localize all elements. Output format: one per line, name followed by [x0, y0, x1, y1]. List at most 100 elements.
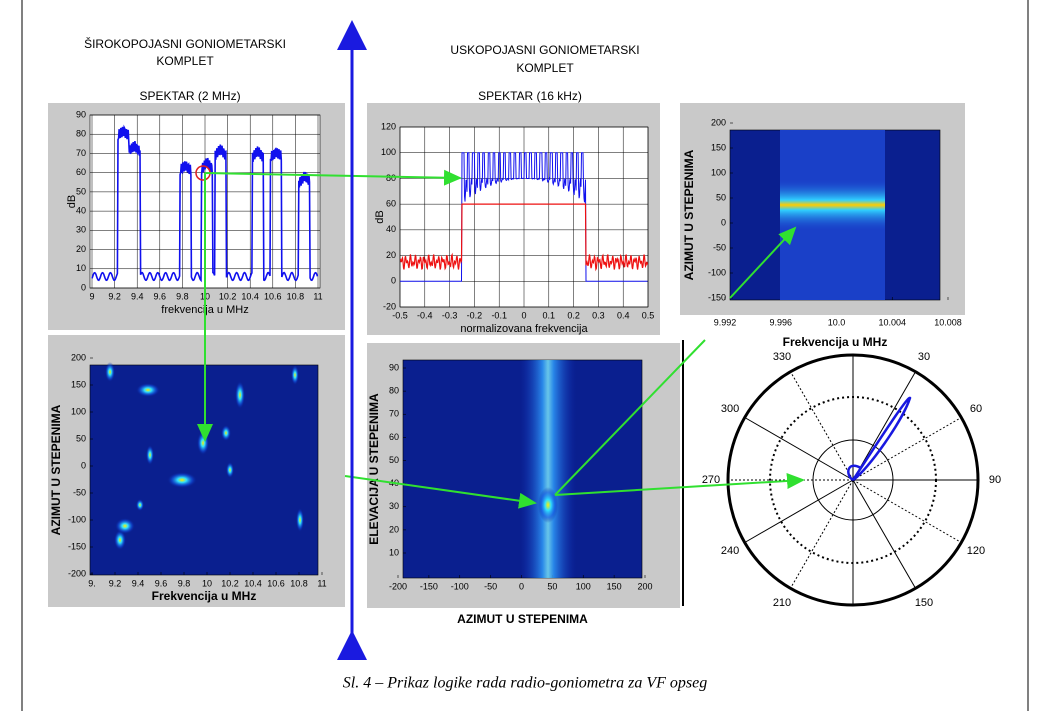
- x-tick-label: 0.2: [567, 310, 580, 320]
- heatmap-blob: [167, 472, 197, 488]
- y-tick-label: 40: [76, 205, 86, 215]
- heatmap-blob: [197, 431, 209, 455]
- polar-angle-label: 210: [773, 597, 791, 609]
- x-tick-label: -0.1: [491, 310, 507, 320]
- x-tick-label: 10.4: [244, 578, 262, 588]
- y-tick-label: 100: [711, 167, 726, 177]
- polar-angle-label: 120: [967, 545, 985, 557]
- polar-angle-label: 30: [918, 351, 930, 363]
- x-axis-label: AZIMUT U STEPENIMA: [457, 612, 588, 626]
- polar-angle-label: 300: [721, 403, 739, 415]
- y-tick-label: 30: [76, 225, 86, 235]
- x-tick-label: -200: [389, 581, 407, 591]
- x-tick-label: 9.4: [131, 291, 144, 301]
- x-tick-label: 10.2: [221, 578, 239, 588]
- y-tick-label: 50: [716, 192, 726, 202]
- y-tick-label: 100: [71, 406, 86, 416]
- polar-spoke: [790, 371, 854, 481]
- heatmap-blob: [136, 383, 160, 397]
- y-tick-label: 150: [71, 379, 86, 389]
- y-axis-label: AZIMUT U STEPENIMA: [49, 404, 63, 535]
- x-tick-label: 0.3: [592, 310, 605, 320]
- x-tick-label: 10.0: [828, 317, 846, 327]
- y-tick-label: 50: [76, 433, 86, 443]
- x-tick-label: -150: [420, 581, 438, 591]
- x-tick-label: -0.2: [467, 310, 483, 320]
- y-tick-label: 0: [81, 282, 86, 292]
- wide-title: ŠIROKOPOJASNI GONIOMETARSKI: [84, 36, 286, 51]
- polar-pattern: [847, 396, 912, 482]
- x-tick-label: -0.4: [417, 310, 433, 320]
- polar-angle-label: 330: [773, 351, 791, 363]
- y-tick-label: 200: [711, 117, 726, 127]
- x-tick-label: 10.8: [287, 291, 305, 301]
- y-tick-label: -20: [383, 301, 396, 311]
- y-tick-label: 90: [76, 109, 86, 119]
- y-axis-label: dB: [374, 210, 386, 223]
- y-tick-label: 120: [381, 121, 396, 131]
- narrow-title: KOMPLET: [516, 61, 574, 75]
- polar-angle-label: 150: [915, 597, 933, 609]
- polar-spoke: [790, 479, 854, 589]
- x-tick-label: 100: [576, 581, 591, 591]
- green-arrow: [554, 472, 805, 496]
- heatmap-blob: [136, 499, 144, 511]
- heatmap-blob: [105, 362, 115, 382]
- polar-angle-label: 60: [970, 403, 982, 415]
- wide-title: KOMPLET: [156, 54, 214, 68]
- x-tick-label: 10.2: [219, 291, 237, 301]
- x-tick-label: -50: [484, 581, 497, 591]
- y-tick-label: 20: [386, 250, 396, 260]
- y-tick-label: 100: [381, 147, 396, 157]
- x-tick-label: 50: [547, 581, 557, 591]
- heatmap-blob: [235, 381, 245, 409]
- y-tick-label: 200: [71, 352, 86, 362]
- y-tick-label: 50: [389, 455, 399, 465]
- x-tick-label: 10.6: [267, 578, 285, 588]
- green-arrow: [554, 228, 795, 496]
- y-tick-label: 80: [76, 129, 86, 139]
- y-axis-label: ELEVACIJA U STEPENIMA: [367, 393, 381, 545]
- y-axis-label: dB: [66, 195, 78, 208]
- x-tick-label: 0: [521, 310, 526, 320]
- heatmap-blob: [296, 508, 304, 532]
- spectrum-line: [399, 203, 649, 272]
- x-tick-label: 10.008: [934, 317, 962, 327]
- green-arrow: [344, 475, 537, 509]
- x-tick-label: -0.5: [392, 310, 408, 320]
- y-tick-label: -100: [68, 514, 86, 524]
- x-tick-label: 200: [637, 581, 652, 591]
- heatmap-blob: [115, 518, 135, 534]
- x-tick-label: 0.1: [543, 310, 556, 320]
- y-tick-label: 60: [76, 167, 86, 177]
- y-tick-label: 40: [386, 224, 396, 234]
- heatmap-band: [780, 180, 885, 230]
- y-tick-label: 0: [721, 217, 726, 227]
- x-tick-label: -100: [451, 581, 469, 591]
- x-axis-label: normalizovana frekvencija: [460, 323, 588, 335]
- x-tick-label: 9.2: [108, 291, 121, 301]
- x-tick-label: 9.6: [154, 291, 167, 301]
- heatmap-column: [520, 360, 576, 578]
- y-tick-label: -200: [68, 568, 86, 578]
- polar-angle-label: 270: [702, 474, 720, 486]
- x-tick-label: 10: [202, 578, 212, 588]
- x-tick-label: 9.8: [178, 578, 191, 588]
- x-tick-label: 10.4: [241, 291, 259, 301]
- tick-strip: [700, 315, 990, 333]
- y-tick-label: 60: [386, 199, 396, 209]
- x-tick-label: 9.996: [769, 317, 792, 327]
- x-axis-label: Frekvencija u MHz: [783, 335, 888, 349]
- y-tick-label: 0: [81, 460, 86, 470]
- spectrum-line: [91, 124, 319, 283]
- polar-spoke: [852, 417, 962, 481]
- x-tick-label: 10.6: [264, 291, 282, 301]
- y-tick-label: -150: [708, 292, 726, 302]
- y-tick-label: -100: [708, 267, 726, 277]
- x-tick-label: 11: [317, 578, 326, 588]
- y-axis-label: AZIMUT U STEPENIMA: [682, 149, 696, 280]
- x-tick-label: 9.4: [132, 578, 145, 588]
- y-tick-label: 90: [389, 362, 399, 372]
- polar-angle-label: 90: [989, 474, 1001, 486]
- polar-spoke: [744, 479, 854, 543]
